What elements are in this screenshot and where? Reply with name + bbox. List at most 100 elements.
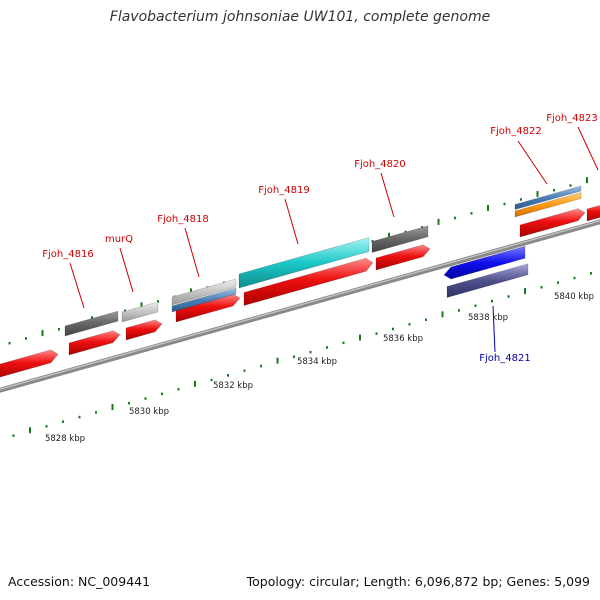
tick-mark [359, 334, 361, 341]
tick-mark [190, 288, 192, 295]
map-title: Flavobacterium johnsoniae UW101, complet… [109, 9, 491, 25]
tick-mark [124, 309, 126, 312]
callout-line [380, 172, 395, 218]
tick-mark [454, 216, 456, 220]
tick-mark [12, 434, 15, 437]
tick-mark [470, 212, 473, 215]
tick-mark [569, 184, 572, 187]
tick-mark [371, 239, 374, 243]
tick-mark [437, 218, 440, 225]
kbp-tick-label: 5836 kbp [383, 334, 423, 344]
tick-mark [25, 337, 27, 340]
tick-mark [388, 232, 390, 239]
tick-mark [194, 380, 196, 387]
gene-arrow-fjoh-4821 [443, 245, 526, 280]
gene-block-fjoh-4821-purple [446, 263, 529, 298]
tick-mark [309, 350, 312, 354]
gene-label: Fjoh_4822 [490, 126, 541, 137]
tick-mark [425, 318, 427, 321]
gene-block-fjoh-4818-gray [171, 278, 237, 306]
genome-backbone [0, 219, 600, 393]
gene-label: Fjoh_4823 [546, 113, 597, 124]
tick-mark [573, 276, 576, 280]
kbp-tick-label: 5830 kbp [129, 407, 169, 417]
gene-label: Fjoh_4818 [157, 214, 208, 225]
gene-callouts: Fjoh_4816 murQ Fjoh_4818 Fjoh_4819 Fjoh_4820… [42, 113, 599, 364]
tick-mark [326, 346, 328, 349]
tick-mark [243, 369, 246, 372]
gene-arrow-fjoh-4819 [243, 257, 374, 306]
tick-mark [458, 309, 460, 312]
tick-mark [375, 332, 378, 335]
tick-mark [342, 341, 345, 345]
gene-arrow-fjoh-4816 [68, 330, 121, 356]
kbp-tick-label: 5838 kbp [468, 313, 508, 323]
callout-line [184, 227, 200, 278]
tick-mark [487, 204, 489, 211]
tick-mark [503, 202, 506, 206]
tick-mark [421, 226, 423, 229]
callout-line [517, 140, 548, 185]
tick-mark [62, 420, 64, 423]
tick-mark [45, 425, 48, 428]
gene-label: Fjoh_4820 [354, 159, 405, 170]
tick-mark [260, 364, 262, 368]
tick-mark [41, 330, 44, 337]
kbp-tick-label: 5840 kbp [554, 292, 594, 302]
tick-mark [590, 272, 592, 275]
kbp-tick-label: 5834 kbp [297, 357, 337, 367]
tick-mark [29, 427, 31, 434]
tick-mark [520, 198, 522, 201]
tick-mark [507, 295, 510, 298]
tick-mark [157, 300, 159, 303]
gene-label: Fjoh_4821 [479, 353, 530, 364]
gene-label: Fjoh_4819 [258, 185, 309, 196]
gene-arrow-fjoh-4820 [375, 244, 431, 271]
tick-mark [227, 374, 229, 377]
tick-mark [128, 401, 130, 405]
tick-mark [404, 230, 407, 234]
tick-mark [408, 323, 411, 326]
tick-mark [78, 415, 81, 419]
gene-block-fjoh-4820-gray [371, 225, 429, 253]
tick-mark [293, 355, 295, 359]
gene-arrow-fjoh-4823 [586, 205, 600, 222]
gene-label: Fjoh_4816 [42, 249, 93, 260]
genome-summary: Topology: circular; Length: 6,096,872 bp… [246, 574, 590, 589]
callout-line [577, 126, 599, 171]
tick-mark [276, 357, 279, 364]
tick-mark [491, 299, 493, 303]
kbp-ruler: 5828 kbp 5830 kbp 5832 kbp 5834 kbp 5836 kbp… [45, 292, 594, 444]
tick-mark [474, 304, 477, 308]
callout-line [119, 247, 134, 293]
tick-mark [553, 188, 555, 192]
gene-block-fjoh-4818-steel [171, 287, 237, 313]
tick-mark [161, 392, 163, 396]
tick-mark [210, 378, 213, 382]
kbp-tick-label: 5828 kbp [45, 434, 85, 444]
callout-line [284, 198, 299, 245]
tick-mark [95, 411, 97, 414]
tick-mark [58, 328, 60, 331]
tick-mark [140, 302, 143, 309]
callout-line [69, 262, 85, 309]
tick-mark [524, 288, 526, 295]
tick-mark [586, 177, 588, 184]
tick-mark [536, 191, 539, 198]
tick-mark [540, 285, 543, 289]
tick-mark [177, 387, 180, 391]
lower-tick-track [12, 272, 592, 437]
gene-block-fjoh-4819-cyan [238, 237, 370, 289]
gene-block-murq-gray [121, 301, 159, 323]
kbp-tick-label: 5832 kbp [213, 381, 253, 391]
tick-mark [392, 327, 394, 331]
gene-label: murQ [105, 234, 133, 245]
gene-features [0, 185, 600, 378]
callout-line [492, 305, 496, 353]
gene-block-fjoh-4816-gray [64, 310, 119, 337]
gene-arrow-fjoh-4822 [519, 208, 586, 238]
tick-mark [111, 404, 114, 411]
gene-arrow-murq [125, 319, 163, 341]
tick-mark [441, 311, 444, 318]
